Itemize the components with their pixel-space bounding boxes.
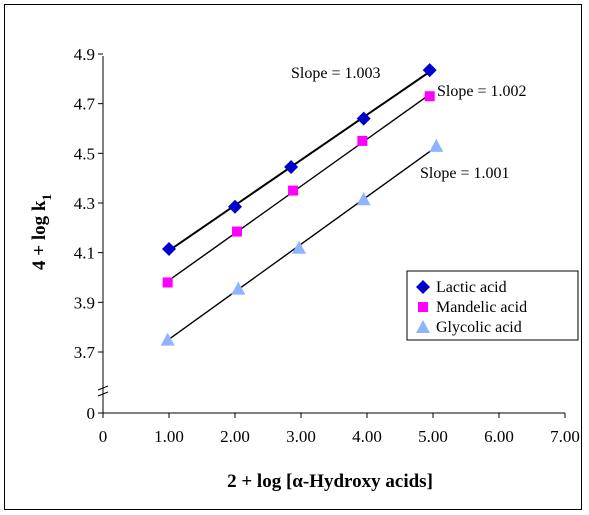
ticks-group: 0 1.00 2.00 3.00 4.00 5.00 6.00 7.00 0 3.7 3.9 4.1 4… bbox=[74, 45, 580, 446]
legend-marker-glycolic-acid bbox=[416, 320, 430, 333]
data-point-lactic-acid bbox=[284, 159, 299, 174]
axes-group bbox=[97, 56, 565, 414]
y-axis-title-main: 4 + log k bbox=[29, 200, 50, 270]
y-tick-label: 4.7 bbox=[74, 95, 96, 114]
x-tick-label: 0 bbox=[99, 427, 108, 446]
fit-line-mandelic-acid bbox=[167, 93, 431, 282]
y-tick-label: 3.9 bbox=[74, 293, 95, 312]
data-point-mandelic-acid bbox=[288, 185, 299, 196]
x-tick-label: 5.00 bbox=[418, 427, 448, 446]
x-axis-title: 2 + log [α-Hydroxy acids] bbox=[227, 471, 433, 492]
data-point-glycolic-acid bbox=[429, 138, 444, 152]
fit-line-lactic-acid bbox=[168, 70, 431, 252]
legend-label-glycolic-acid: Glycolic acid bbox=[436, 319, 522, 336]
slope-label-glycolic-acid: Slope = 1.001 bbox=[420, 165, 509, 182]
y-tick-label: 4.9 bbox=[74, 45, 95, 64]
legend-label-lactic-acid: Lactic acid bbox=[436, 279, 507, 296]
data-point-glycolic-acid bbox=[292, 240, 307, 254]
fit-line-glycolic-acid bbox=[167, 146, 437, 341]
legend-marker-mandelic-acid bbox=[418, 302, 428, 312]
data-point-glycolic-acid bbox=[231, 281, 246, 295]
y-tick-label: 4.3 bbox=[74, 194, 95, 213]
slope-label-lactic-acid: Slope = 1.003 bbox=[291, 65, 380, 82]
slope-annotations-group: Slope = 1.003 Slope = 1.002 Slope = 1.001 bbox=[291, 65, 526, 182]
legend-marker-lactic-acid bbox=[416, 280, 430, 294]
data-point-lactic-acid bbox=[422, 63, 437, 78]
data-points-group bbox=[160, 63, 444, 346]
x-tick-label: 6.00 bbox=[484, 427, 514, 446]
slope-label-mandelic-acid: Slope = 1.002 bbox=[437, 83, 526, 100]
y-tick-label: 4.1 bbox=[74, 244, 95, 263]
legend-box bbox=[406, 270, 579, 341]
legend: Lactic acid Mandelic acid Glycolic acid bbox=[406, 270, 579, 341]
x-tick-label: 4.00 bbox=[352, 427, 382, 446]
chart-frame bbox=[4, 4, 582, 510]
x-tick-label: 1.00 bbox=[154, 427, 184, 446]
y-tick-label: 3.7 bbox=[74, 343, 96, 362]
data-point-glycolic-acid bbox=[160, 332, 175, 346]
data-point-mandelic-acid bbox=[162, 277, 173, 288]
y-tick-label: 0 bbox=[87, 404, 96, 423]
data-point-lactic-acid bbox=[162, 241, 176, 256]
y-axis-title: 4 + log k1 bbox=[29, 194, 54, 270]
legend-label-mandelic-acid: Mandelic acid bbox=[436, 299, 527, 316]
x-tick-label: 7.00 bbox=[550, 427, 580, 446]
data-point-mandelic-acid bbox=[357, 135, 368, 146]
data-point-mandelic-acid bbox=[231, 226, 242, 237]
fit-lines-group bbox=[167, 70, 437, 341]
x-tick-label: 3.00 bbox=[286, 427, 316, 446]
data-point-glycolic-acid bbox=[356, 192, 371, 206]
data-point-mandelic-acid bbox=[424, 91, 435, 102]
data-point-lactic-acid bbox=[356, 111, 371, 126]
y-tick-label: 4.5 bbox=[74, 144, 95, 163]
y-axis-title-subscript: 1 bbox=[39, 194, 54, 201]
y-axis-break-mark bbox=[97, 385, 109, 397]
data-point-lactic-acid bbox=[228, 199, 242, 214]
x-tick-label: 2.00 bbox=[220, 427, 250, 446]
